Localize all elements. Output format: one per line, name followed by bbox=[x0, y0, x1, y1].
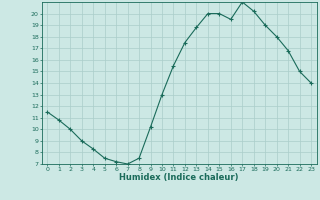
X-axis label: Humidex (Indice chaleur): Humidex (Indice chaleur) bbox=[119, 173, 239, 182]
